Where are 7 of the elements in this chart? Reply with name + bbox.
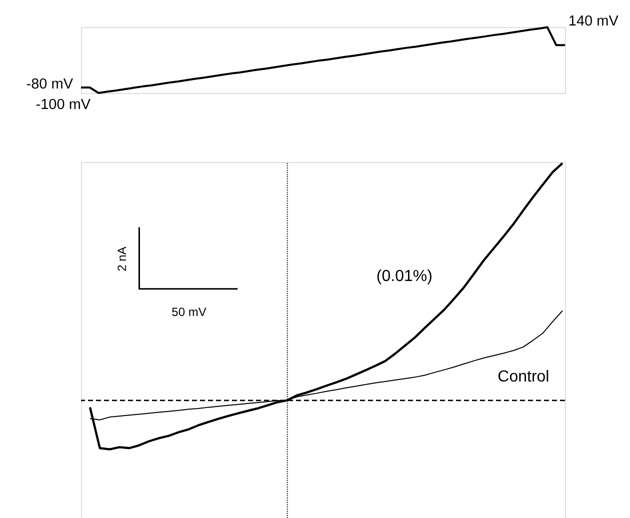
series-label: Control: [498, 368, 550, 386]
data-label: 140 mV: [568, 13, 619, 30]
data-label: -100 mV: [36, 97, 91, 113]
series-label: (0.01%): [376, 268, 432, 286]
annotation: 50 mV: [172, 305, 206, 319]
data-label: -80 mV: [26, 76, 74, 93]
annotation: 2 nA: [115, 246, 129, 272]
